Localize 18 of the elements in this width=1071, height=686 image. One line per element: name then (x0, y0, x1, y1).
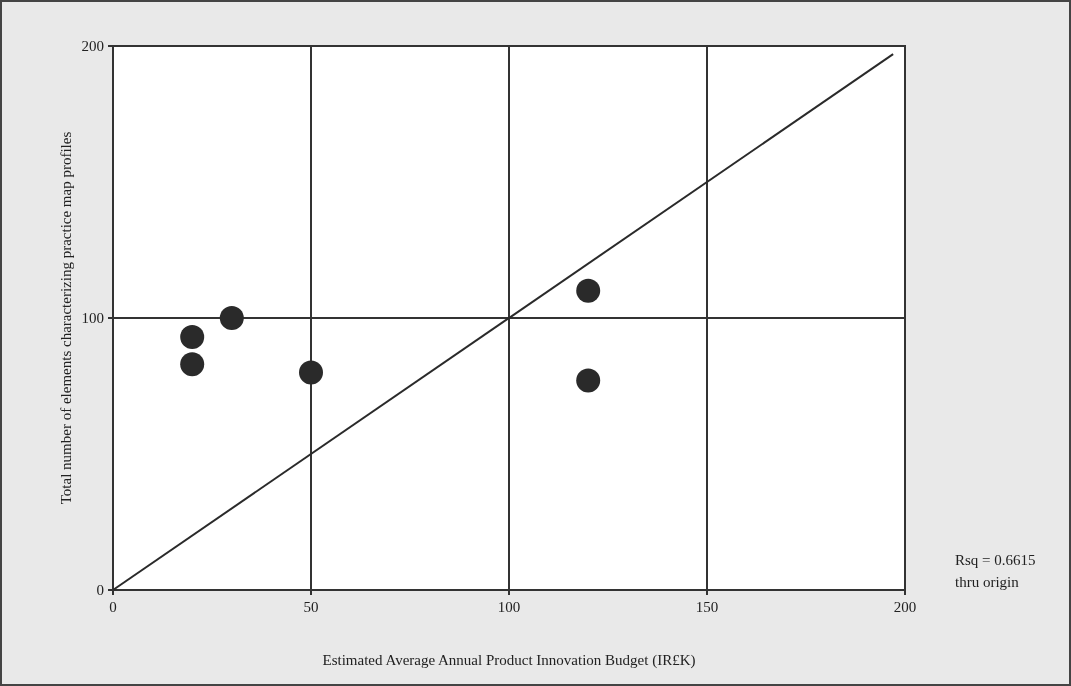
y-tick-label: 200 (81, 38, 104, 54)
point (180, 352, 205, 377)
text: Rsq = 0.6615 (955, 552, 1036, 568)
point (180, 325, 205, 350)
y-tick-label: 100 (81, 310, 104, 326)
point (576, 278, 601, 303)
y-tick-label: 0 (96, 582, 104, 598)
y-axis-title: Total number of elements characterizing practice map profiles (58, 131, 74, 505)
text: thru origin (955, 574, 1020, 590)
x-tick-label: 200 (893, 599, 917, 615)
x-tick-label: 150 (695, 599, 719, 615)
point (576, 368, 601, 393)
x-axis-title: Estimated Average Annual Product Innovation Budget (IR£K) (322, 652, 696, 669)
point (219, 306, 244, 330)
x-tick-label: 0 (109, 599, 117, 615)
x-tick-label: 50 (303, 599, 319, 615)
x-tick-label: 100 (497, 599, 521, 615)
point (299, 360, 323, 385)
